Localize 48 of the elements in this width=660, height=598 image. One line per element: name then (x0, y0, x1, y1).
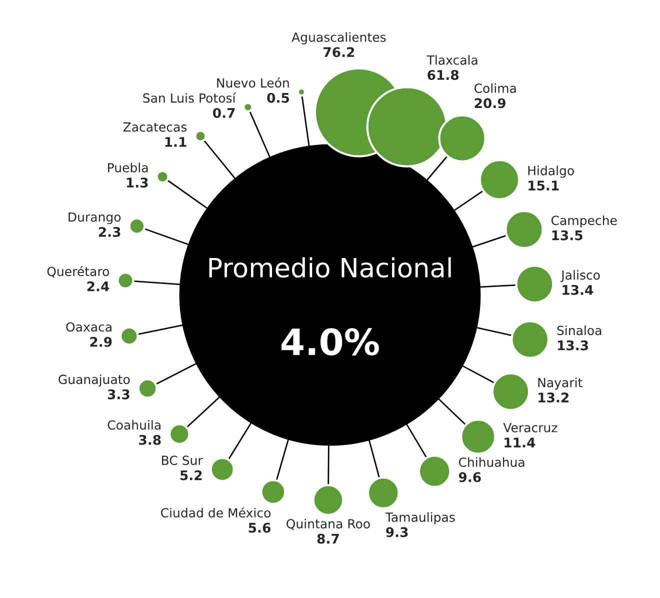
category-label: Zacatecas (123, 122, 187, 132)
text: Promedio Nacional (209, 257, 451, 278)
data-label: 5.2 (180, 470, 202, 480)
data-label: 0.5 (267, 92, 289, 103)
data-label: 8.7 (317, 534, 339, 544)
category-label: Aguascalientes (292, 32, 386, 44)
category-label: Querétaro (47, 266, 110, 278)
data-label: 9.6 (458, 472, 481, 482)
category-label: San Luis Potosí (143, 92, 236, 103)
data-label: 13.5 (552, 230, 582, 240)
data-label: 5.6 (248, 522, 270, 533)
category-label: Hidalgo (528, 166, 574, 178)
data-label: 13.2 (538, 392, 568, 402)
data-label: 13.4 (562, 284, 594, 295)
data-label: 1.1 (165, 137, 186, 147)
category-label: Ciudad de México (161, 507, 270, 518)
data-label: 0.7 (213, 108, 235, 118)
category-label: Durango (68, 212, 121, 224)
data-label: 61.8 (428, 70, 459, 80)
category-label: Sinaloa (557, 325, 602, 336)
data-label: 1.3 (126, 178, 148, 188)
category-label: Tlaxcala (426, 55, 478, 65)
category-label: Puebla (108, 162, 148, 172)
data-label: 9.3 (386, 527, 408, 538)
category-label: BC Sur (162, 456, 203, 466)
category-label: Chihuahua (458, 457, 524, 467)
text: 4.0% (282, 328, 379, 356)
data-label: 2.4 (87, 281, 110, 292)
data-label: 2.3 (98, 226, 120, 237)
category-label: Jalisco (560, 270, 600, 282)
category-label: Oaxaca (66, 322, 112, 332)
data-label: 76.2 (324, 47, 354, 58)
category-label: Tamaulipas (385, 512, 455, 524)
category-label: Colima (474, 83, 516, 93)
category-label: Campeche (551, 215, 617, 228)
data-label: 15.1 (528, 180, 559, 191)
data-label: 13.3 (558, 340, 588, 350)
data-label: 20.9 (474, 98, 506, 108)
category-label: Nuevo León (217, 77, 289, 88)
data-label: 2.9 (90, 336, 112, 347)
category-label: Nayarit (538, 378, 582, 390)
data-label: 3.3 (108, 389, 130, 400)
category-label: Quintana Roo (286, 518, 370, 530)
data-label: 11.4 (504, 438, 536, 448)
category-label: Guanajuato (58, 374, 130, 387)
data-label: 3.8 (139, 434, 161, 445)
category-label: Coahuila (108, 420, 160, 430)
category-label: Veracruz (503, 423, 558, 432)
